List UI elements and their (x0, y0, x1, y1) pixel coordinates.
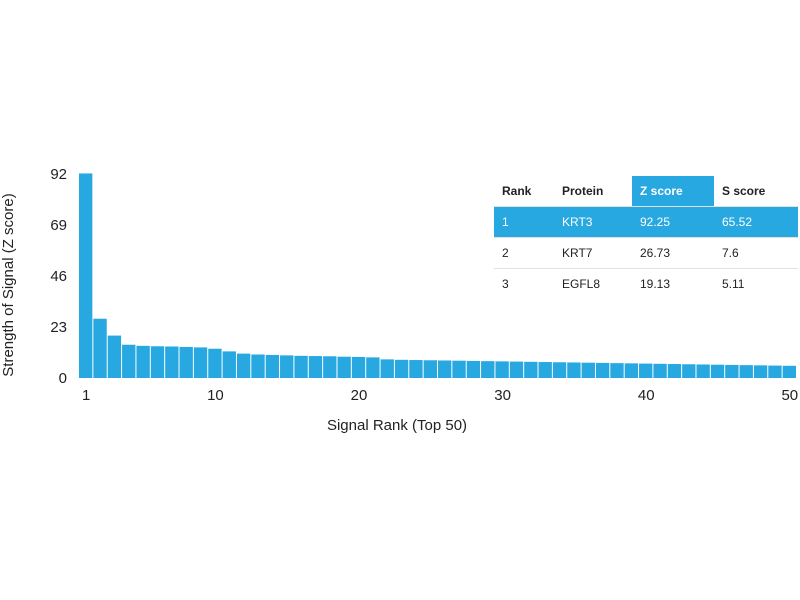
y-tick-label: 69 (50, 217, 67, 234)
y-tick-labels: 0 23 46 69 92 (50, 166, 67, 387)
y-tick-label: 46 (50, 268, 67, 285)
header-z-score: Z score (632, 176, 714, 207)
bar-rank-19 (337, 356, 351, 378)
bar-rank-23 (394, 359, 409, 378)
bar-rank-25 (423, 360, 437, 378)
y-tick-label: 92 (50, 166, 67, 183)
table-row: 3 EGFL8 19.13 5.11 (494, 268, 798, 299)
bar-rank-1 (79, 173, 93, 378)
bar-rank-29 (481, 361, 495, 378)
bar-rank-47 (739, 365, 753, 378)
bar-rank-16 (294, 355, 308, 378)
cell-s-score: 5.11 (714, 268, 798, 299)
header-s-score: S score (722, 184, 766, 198)
bar-rank-34 (552, 362, 567, 378)
bar-rank-30 (495, 361, 509, 378)
cell-rank: 3 (494, 268, 554, 299)
bar-rank-43 (682, 364, 696, 378)
bar-rank-24 (409, 360, 423, 378)
bar-rank-32 (524, 361, 538, 378)
bar-rank-6 (150, 346, 165, 378)
y-tick-label: 0 (59, 370, 67, 387)
cell-z-score: 26.73 (632, 237, 714, 269)
bar-rank-26 (438, 360, 452, 378)
bar-rank-31 (509, 361, 524, 378)
bar-rank-12 (236, 353, 251, 378)
x-tick-labels: 1 10 20 30 40 50 (82, 387, 798, 404)
bar-rank-3 (107, 335, 122, 378)
bar-rank-7 (165, 346, 179, 378)
bar-rank-28 (466, 360, 481, 378)
table-header-row: Rank Protein Z score S score (494, 176, 798, 207)
bar-rank-10 (208, 348, 222, 378)
cell-s-score: 7.6 (714, 237, 798, 269)
bar-rank-13 (251, 354, 265, 378)
bar-rank-40 (639, 363, 653, 378)
table-row: 1 KRT3 92.25 65.52 (494, 206, 798, 238)
x-tick-label: 40 (638, 387, 655, 404)
bar-rank-9 (193, 347, 208, 378)
bar-rank-11 (222, 351, 236, 378)
bar-rank-18 (323, 356, 337, 378)
cell-rank: 1 (494, 206, 554, 238)
x-tick-label: 20 (351, 387, 368, 404)
score-table: Rank Protein Z score S score 1 KRT3 92.2… (494, 176, 798, 299)
bar-rank-33 (538, 362, 552, 378)
bar-rank-37 (595, 362, 610, 378)
bar-rank-48 (753, 365, 768, 378)
bar-rank-5 (136, 345, 150, 378)
cell-z-score: 92.25 (632, 206, 714, 238)
header-protein: Protein (562, 184, 604, 198)
bar-rank-49 (768, 365, 782, 378)
bar-rank-45 (710, 364, 725, 378)
cell-s-score: 65.52 (714, 206, 798, 238)
bar-rank-42 (667, 364, 682, 378)
bar-rank-8 (179, 346, 193, 378)
bar-rank-35 (567, 362, 581, 378)
cell-rank: 2 (494, 237, 554, 269)
bar-rank-39 (624, 363, 639, 378)
cell-protein: EGFL8 (554, 268, 632, 299)
x-axis-title: Signal Rank (Top 50) (327, 417, 467, 434)
bar-rank-27 (452, 360, 466, 378)
x-tick-label: 30 (494, 387, 511, 404)
table-row: 2 KRT7 26.73 7.6 (494, 237, 798, 269)
cell-protein: KRT7 (554, 237, 632, 269)
bar-rank-50 (782, 365, 796, 378)
x-tick-label: 50 (781, 387, 798, 404)
x-tick-label: 1 (82, 387, 90, 404)
bar-rank-21 (366, 357, 380, 378)
bar-rank-22 (380, 359, 394, 378)
x-tick-label: 10 (207, 387, 224, 404)
bar-rank-2 (93, 318, 107, 378)
bar-rank-46 (725, 364, 739, 378)
header-rank: Rank (502, 184, 532, 198)
bar-rank-4 (122, 344, 136, 378)
y-axis-title: Strength of Signal (Z score) (0, 193, 17, 376)
bar-rank-20 (351, 356, 366, 378)
bar-rank-44 (696, 364, 710, 378)
cell-z-score: 19.13 (632, 268, 714, 299)
bar-rank-41 (653, 363, 667, 378)
bar-rank-15 (280, 355, 294, 378)
bar-rank-14 (265, 354, 280, 378)
bar-rank-38 (610, 363, 624, 378)
y-tick-label: 23 (50, 319, 67, 336)
bars-group (79, 173, 796, 378)
bar-rank-36 (581, 362, 595, 378)
bar-rank-17 (308, 356, 323, 378)
cell-protein: KRT3 (554, 206, 632, 238)
